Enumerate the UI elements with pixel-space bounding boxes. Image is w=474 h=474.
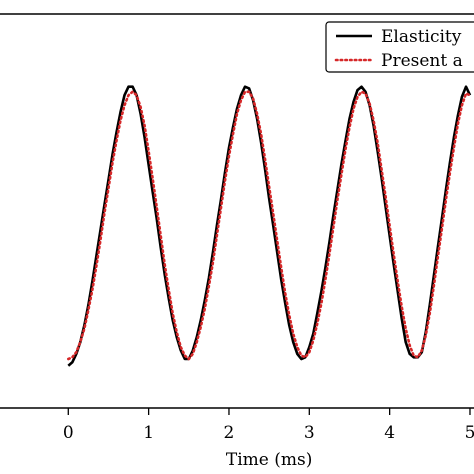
legend-label-present: Present a [381,51,463,71]
series-line-elasticity [67,85,472,367]
series-layer [67,85,472,367]
x-tick-label: 2 [224,423,235,443]
plot-area: 0 1 2 3 4 5 [0,13,474,443]
legend: Elasticity Present a [325,21,474,73]
x-tick-label: 3 [304,423,315,443]
x-tick-label: 4 [384,423,395,443]
x-axis-label: Time (ms) [226,450,312,470]
series-line-present [67,90,472,361]
legend-label-elasticity: Elasticity [381,27,462,47]
x-tick-label: 0 [63,423,74,443]
x-tick-label: 5 [465,423,474,443]
x-tick-label: 1 [143,423,154,443]
x-axis-ticks: 0 1 2 3 4 5 [63,408,474,443]
